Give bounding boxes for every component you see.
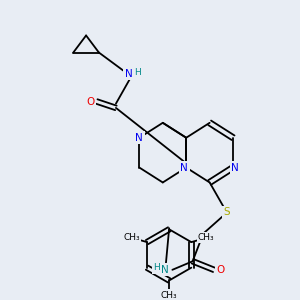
Text: N: N [125,69,133,79]
Text: O: O [86,97,94,106]
Text: N: N [136,133,143,143]
Text: CH₃: CH₃ [124,233,140,242]
Text: N: N [180,163,188,172]
Text: CH₃: CH₃ [161,291,178,300]
Text: CH₃: CH₃ [198,233,214,242]
Text: H: H [134,68,141,77]
Text: H: H [153,263,160,272]
Text: S: S [224,207,230,217]
Text: N: N [161,265,169,275]
Text: O: O [216,265,224,275]
Text: N: N [231,163,239,172]
